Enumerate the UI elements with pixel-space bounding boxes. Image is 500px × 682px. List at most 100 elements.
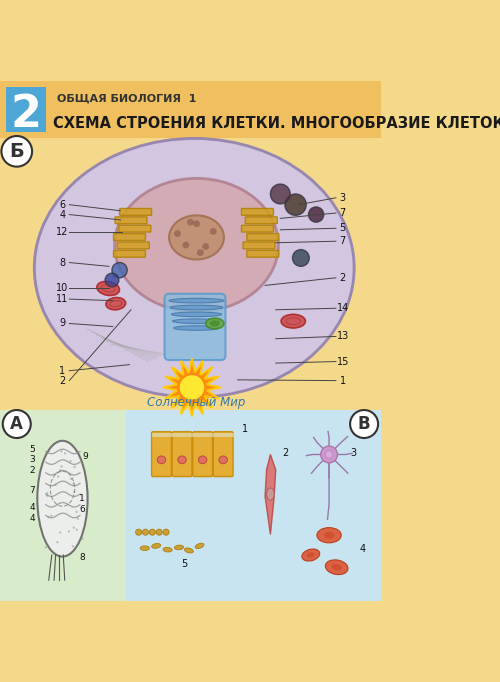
Circle shape bbox=[112, 263, 127, 278]
Text: В: В bbox=[358, 415, 370, 433]
Text: 10: 10 bbox=[56, 284, 68, 293]
Circle shape bbox=[72, 527, 75, 529]
FancyBboxPatch shape bbox=[246, 217, 278, 224]
Circle shape bbox=[142, 529, 148, 535]
FancyBboxPatch shape bbox=[164, 294, 226, 360]
Ellipse shape bbox=[152, 544, 160, 548]
Ellipse shape bbox=[206, 318, 224, 329]
Text: 1: 1 bbox=[80, 494, 85, 503]
FancyBboxPatch shape bbox=[115, 217, 147, 224]
Ellipse shape bbox=[172, 319, 220, 323]
Circle shape bbox=[285, 194, 306, 216]
Ellipse shape bbox=[178, 456, 186, 464]
Text: 2: 2 bbox=[282, 448, 288, 458]
FancyBboxPatch shape bbox=[120, 209, 152, 216]
Text: 13: 13 bbox=[336, 331, 349, 342]
Circle shape bbox=[46, 492, 48, 494]
Ellipse shape bbox=[158, 456, 166, 464]
Circle shape bbox=[174, 230, 181, 237]
Text: 2: 2 bbox=[60, 376, 66, 385]
Circle shape bbox=[60, 465, 62, 467]
Ellipse shape bbox=[172, 312, 222, 316]
FancyBboxPatch shape bbox=[214, 432, 233, 477]
Circle shape bbox=[105, 273, 119, 287]
Ellipse shape bbox=[198, 456, 207, 464]
Text: 6: 6 bbox=[80, 505, 85, 514]
FancyBboxPatch shape bbox=[192, 432, 212, 477]
Circle shape bbox=[70, 460, 71, 462]
Text: 5: 5 bbox=[182, 559, 188, 569]
FancyBboxPatch shape bbox=[247, 234, 279, 241]
Ellipse shape bbox=[184, 548, 194, 553]
Circle shape bbox=[163, 529, 169, 535]
Ellipse shape bbox=[38, 441, 88, 557]
Text: 4: 4 bbox=[60, 209, 66, 220]
Ellipse shape bbox=[106, 297, 126, 310]
Ellipse shape bbox=[114, 179, 278, 312]
Ellipse shape bbox=[170, 306, 223, 310]
Circle shape bbox=[47, 516, 50, 518]
Ellipse shape bbox=[34, 138, 354, 398]
Circle shape bbox=[82, 537, 84, 540]
Text: 2: 2 bbox=[340, 273, 346, 283]
Text: 8: 8 bbox=[60, 258, 66, 267]
Text: Солнечный Мир: Солнечный Мир bbox=[148, 396, 246, 409]
Circle shape bbox=[64, 452, 66, 455]
Text: 7: 7 bbox=[340, 208, 346, 218]
Circle shape bbox=[182, 241, 190, 248]
Text: 4: 4 bbox=[29, 503, 35, 512]
Circle shape bbox=[156, 529, 162, 535]
Circle shape bbox=[76, 518, 79, 520]
Ellipse shape bbox=[174, 326, 220, 330]
Circle shape bbox=[57, 475, 59, 477]
Text: 9: 9 bbox=[82, 451, 88, 460]
FancyBboxPatch shape bbox=[242, 225, 274, 232]
Circle shape bbox=[72, 482, 75, 484]
Circle shape bbox=[308, 207, 324, 222]
Text: ОБЩАЯ БИОЛОГИЯ  1: ОБЩАЯ БИОЛОГИЯ 1 bbox=[57, 93, 196, 103]
Circle shape bbox=[202, 243, 209, 250]
FancyBboxPatch shape bbox=[172, 432, 192, 477]
Circle shape bbox=[76, 511, 78, 513]
FancyBboxPatch shape bbox=[243, 242, 275, 249]
Ellipse shape bbox=[169, 216, 224, 259]
Text: А: А bbox=[10, 415, 23, 433]
FancyBboxPatch shape bbox=[119, 225, 151, 232]
Bar bbox=[0, 81, 381, 138]
FancyBboxPatch shape bbox=[114, 234, 146, 241]
Text: 14: 14 bbox=[336, 303, 349, 313]
Ellipse shape bbox=[97, 282, 120, 295]
Bar bbox=[126, 411, 381, 601]
Text: 3: 3 bbox=[340, 193, 346, 203]
Bar bbox=[152, 433, 236, 437]
Ellipse shape bbox=[210, 321, 220, 327]
Ellipse shape bbox=[324, 532, 334, 539]
Circle shape bbox=[56, 541, 58, 544]
Ellipse shape bbox=[169, 298, 224, 303]
Text: Б: Б bbox=[10, 142, 24, 161]
Bar bbox=[0, 411, 126, 601]
Ellipse shape bbox=[195, 544, 204, 548]
Ellipse shape bbox=[36, 140, 352, 396]
Ellipse shape bbox=[302, 549, 320, 561]
Circle shape bbox=[44, 546, 47, 548]
Polygon shape bbox=[163, 359, 221, 417]
Text: СХЕМА СТРОЕНИЯ КЛЕТКИ. МНОГООБРАЗИЕ КЛЕТОК: СХЕМА СТРОЕНИЯ КЛЕТКИ. МНОГООБРАЗИЕ КЛЕТ… bbox=[54, 116, 500, 131]
Circle shape bbox=[60, 469, 62, 471]
Ellipse shape bbox=[140, 546, 149, 550]
Ellipse shape bbox=[326, 560, 348, 575]
Ellipse shape bbox=[266, 488, 274, 500]
Ellipse shape bbox=[174, 545, 184, 550]
Circle shape bbox=[136, 529, 141, 535]
Circle shape bbox=[292, 250, 310, 267]
Text: 1: 1 bbox=[60, 366, 66, 376]
Circle shape bbox=[54, 484, 56, 486]
Text: 4: 4 bbox=[360, 544, 366, 554]
Ellipse shape bbox=[332, 564, 342, 571]
Circle shape bbox=[74, 466, 76, 468]
Text: 7: 7 bbox=[29, 486, 35, 495]
FancyBboxPatch shape bbox=[114, 250, 146, 257]
Text: 9: 9 bbox=[60, 318, 66, 329]
Text: 8: 8 bbox=[80, 553, 85, 562]
FancyBboxPatch shape bbox=[152, 432, 172, 477]
